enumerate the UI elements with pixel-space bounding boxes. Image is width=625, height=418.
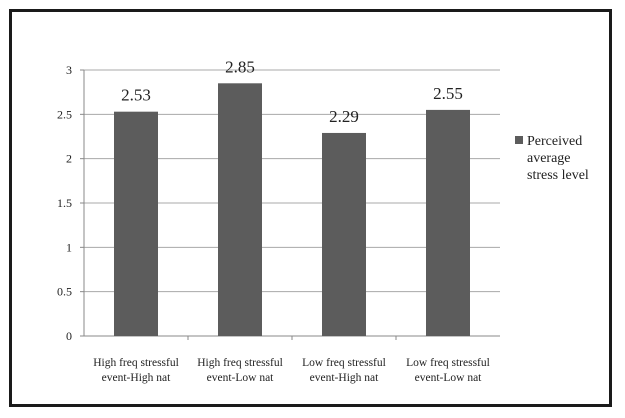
bar-1 — [114, 111, 158, 336]
data-labels: 2.53 2.85 2.29 2.55 — [121, 57, 463, 126]
y-tick-label: 2 — [66, 152, 72, 166]
legend: Perceived average stress level — [515, 134, 589, 183]
y-tick-label: 3 — [66, 63, 72, 77]
y-tick-label: 1 — [66, 240, 72, 254]
category-label-1-line-2: event-High nat — [102, 372, 171, 384]
data-label-3: 2.29 — [329, 107, 359, 126]
category-label-3-line-1: Low freq stressful — [302, 357, 386, 369]
bars — [114, 83, 470, 337]
data-label-4: 2.55 — [433, 84, 463, 103]
category-labels: High freq stressful event-High nat High fr… — [93, 357, 490, 384]
category-label-4-line-2: event-Low nat — [415, 372, 483, 384]
category-label-4-line-1: Low freq stressful — [406, 357, 490, 369]
y-tick-label: 1.5 — [57, 196, 72, 210]
legend-swatch — [515, 136, 523, 144]
category-label-2-line-2: event-Low nat — [207, 372, 275, 384]
legend-label-line-3: stress level — [527, 168, 589, 183]
y-tick-labels: 0 0.5 1 1.5 2 2.5 3 — [57, 63, 72, 343]
y-tick-label: 2.5 — [57, 107, 72, 121]
category-label-2-line-1: High freq stressful — [197, 357, 283, 369]
chart-frame: 0 0.5 1 1.5 2 2.5 3 High freq stressful event-H… — [9, 9, 612, 407]
category-label-1-line-1: High freq stressful — [93, 357, 179, 369]
bar-chart: 00.511.522.53 High freq stressfulevent-H… — [57, 57, 589, 384]
bar-3 — [322, 132, 366, 336]
legend-label-line-2: average — [527, 151, 571, 166]
data-label-2: 2.85 — [225, 57, 255, 76]
data-label-1: 2.53 — [121, 86, 151, 105]
bar-4 — [426, 109, 470, 337]
y-tick-label: 0 — [66, 329, 72, 343]
category-label-3-line-2: event-High nat — [310, 372, 379, 384]
y-tick-label: 0.5 — [57, 285, 72, 299]
legend-label-line-1: Perceived — [527, 134, 582, 149]
bar-2 — [218, 83, 262, 336]
